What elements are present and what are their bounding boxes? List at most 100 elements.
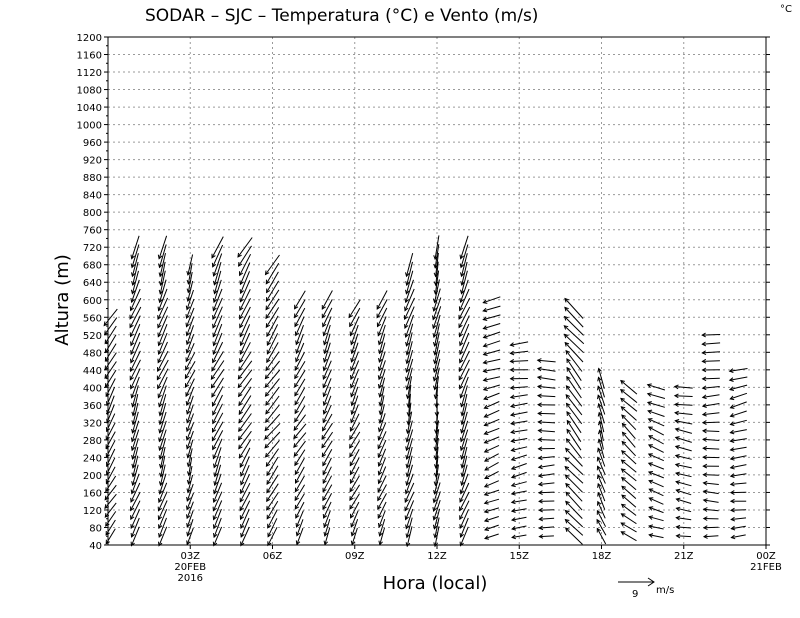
wind-arrow-head [563,315,569,321]
wind-arrow [598,368,605,389]
wind-arrow-head [322,409,328,415]
wind-arrow-head [322,496,327,502]
wind-arrow-head [212,341,217,347]
wind-arrow [539,535,554,538]
wind-arrow-head [564,509,570,515]
wind-arrow [322,466,332,484]
wind-arrow [239,447,251,468]
wind-arrow-head [674,445,680,450]
wind-arrow-head [294,374,299,380]
wind-arrow [730,419,747,425]
y-tick-label: 560 [83,313,102,324]
wind-arrow [323,351,332,371]
wind-arrow-head [349,504,354,510]
wind-arrow-head [294,322,299,328]
wind-arrow-head [565,438,571,443]
wind-arrow [267,518,278,537]
wind-arrow [484,480,499,488]
wind-arrow [404,491,415,511]
wind-arrow-head [483,491,489,496]
wind-arrow [266,333,279,355]
wind-arrow [376,290,388,310]
wind-arrow-head [186,505,191,511]
wind-arrow-head [131,428,136,434]
wind-arrow [459,482,470,503]
wind-arrow-head [621,431,627,437]
wind-profile [673,384,693,539]
wind-arrow [404,288,415,311]
wind-arrow [565,350,583,372]
wind-arrow-head [729,481,735,487]
wind-arrow-head [238,453,244,459]
wind-arrow-head [266,480,271,486]
wind-arrow [265,386,280,406]
wind-arrow [186,404,194,423]
wind-arrow [406,261,413,286]
wind-arrow-head [377,366,383,372]
wind-arrow [511,516,527,521]
wind-profile [432,235,442,548]
wind-arrow-head [158,428,163,434]
wind-arrow [350,501,360,519]
wind-arrow-head [211,401,217,407]
wind-arrow-head [211,436,217,442]
wind-arrow [351,342,359,363]
wind-arrow-head [130,393,135,399]
wind-arrow [648,426,665,436]
wind-arrow-head [621,422,627,428]
wind-arrow [621,450,637,465]
wind-arrow-head [238,261,243,267]
wind-arrow [459,288,470,311]
wind-arrow [647,384,666,391]
y-tick-label: 920 [83,156,102,167]
wind-arrow [159,411,167,433]
wind-arrow [483,314,501,321]
y-tick-label: 600 [83,296,102,307]
wind-arrow [597,474,606,493]
wind-arrow-head [323,523,328,528]
wind-arrow [186,422,195,441]
wind-arrow [350,510,359,528]
wind-arrow [484,436,500,444]
wind-arrow [649,497,664,505]
wind-arrow-head [105,478,110,484]
wind-arrow-head [482,386,488,391]
wind-arrow-head [621,440,627,446]
wind-arrow [132,385,139,407]
wind-arrow-head [405,542,411,548]
wind-arrow-head [648,435,653,440]
wind-arrow [510,341,529,346]
wind-arrow [564,466,584,484]
wind-arrow [239,482,251,502]
wind-arrow [351,527,358,545]
wind-arrow [264,431,281,449]
y-tick-label: 640 [83,278,102,289]
wind-arrow-head [186,531,191,537]
wind-arrow-head [131,272,136,278]
wind-arrow [511,429,528,433]
wind-arrow [293,414,307,431]
wind-arrow-head [510,429,516,435]
wind-arrow-head [459,524,464,530]
wind-arrow-head [433,464,439,470]
wind-arrow-head [131,420,136,426]
wind-arrow [377,431,387,449]
wind-arrow-head [647,418,653,423]
wind-arrow [538,421,556,424]
wind-arrow-head [186,471,192,477]
wind-arrow [324,333,331,354]
wind-arrow-head [377,383,383,389]
wind-arrow-head [185,427,191,433]
wind-arrow-head [294,313,299,319]
wind-arrow [214,464,222,486]
wind-arrow [376,299,388,318]
wind-arrow [404,482,415,503]
wind-arrow-head [295,357,300,363]
wind-arrow-head [620,468,626,473]
wind-arrow [350,413,360,432]
wind-arrow [597,395,606,415]
wind-arrow-head [459,350,464,356]
x-tick-date: 21FEB [750,562,782,573]
wind-arrow [537,376,556,381]
